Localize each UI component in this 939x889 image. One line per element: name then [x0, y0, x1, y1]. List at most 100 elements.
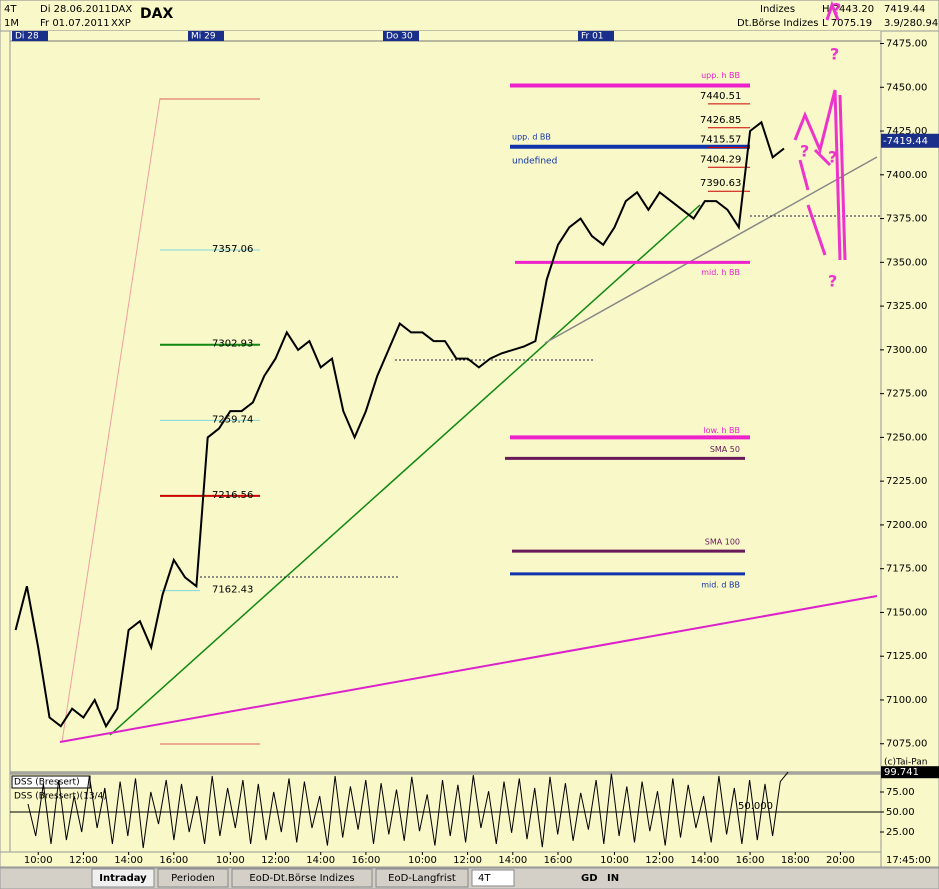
level-label: 7162.43: [212, 585, 253, 596]
sketch: [793, 89, 847, 261]
y-tick-label: 7075.00: [886, 739, 927, 750]
x-tick-label: 10:00: [24, 855, 53, 866]
title: DAX: [140, 6, 173, 22]
y-tick-label: 7375.00: [886, 214, 927, 225]
y-tick-label: 7175.00: [886, 564, 927, 575]
tab-label[interactable]: Intraday: [99, 873, 147, 884]
trend-line: [59, 595, 878, 743]
time-bar: [0, 851, 882, 868]
tab[interactable]: [375, 868, 469, 888]
toolbar-in[interactable]: IN: [607, 873, 619, 884]
last-price: 7419.44: [884, 4, 925, 15]
legend: DSS (Bressert): [14, 778, 80, 788]
level-label: SMA 50: [710, 445, 740, 454]
x-tick-label: 14:00: [690, 855, 719, 866]
x-tick-label: 10:00: [408, 855, 437, 866]
day-marker: Di 28: [15, 32, 39, 42]
sketch-mark: ?: [832, 0, 841, 19]
group: Indizes: [760, 4, 795, 15]
level-label: 7302.93: [212, 339, 253, 350]
y-tick-label: 7350.00: [886, 257, 927, 268]
level-label: low. h BB: [703, 426, 740, 435]
y-tick-label: 7400.00: [886, 170, 927, 181]
level-label: SMA 100: [705, 538, 740, 547]
day-marker-box: [578, 31, 614, 41]
y-tick-label: 7325.00: [886, 301, 927, 312]
x-tick-label: 18:00: [781, 855, 810, 866]
x-tick-label: 16:00: [351, 855, 380, 866]
x-tick-label: 14:00: [498, 855, 527, 866]
level-label: 7440.51: [700, 91, 741, 102]
toolbar-select[interactable]: [471, 869, 515, 887]
day-bar: [0, 31, 881, 41]
source: Dt.Börse Indizes: [737, 18, 818, 29]
cursor-time: 17:45:00: [886, 855, 931, 866]
toolbar-gd[interactable]: GD: [581, 873, 598, 884]
tab[interactable]: [157, 868, 229, 888]
level-label: 7216.56: [212, 490, 253, 501]
low: L 7075.19: [822, 18, 872, 29]
x-tick-label: 12:00: [453, 855, 482, 866]
y-tick-label: 75.00: [886, 787, 915, 798]
y-tick-label: 7125.00: [886, 651, 927, 662]
x-tick-label: 14:00: [114, 855, 143, 866]
tab-label[interactable]: EoD-Dt.Börse Indizes: [249, 873, 354, 884]
fib-line: [61, 97, 161, 743]
x-tick-label: 16:00: [159, 855, 188, 866]
symbol: DAX: [111, 4, 132, 15]
left-strip: [0, 30, 11, 868]
sketch-arrow: [825, 0, 840, 21]
trend-line: [109, 204, 701, 736]
x-tick-label: 16:00: [736, 855, 765, 866]
level-label: upp. d BB: [512, 132, 551, 141]
y-tick-label: 7450.00: [886, 82, 927, 93]
day-marker: Fr 01: [581, 32, 604, 42]
y-tick-label: 7150.00: [886, 607, 927, 618]
sketch-mark: ?: [828, 148, 837, 167]
start-date: Di 28.06.2011: [40, 4, 111, 15]
sketch-mark: ?: [828, 272, 837, 291]
x-tick-label: 10:00: [216, 855, 245, 866]
level-label: 7357.06: [212, 244, 253, 255]
tab-label[interactable]: Perioden: [171, 873, 215, 884]
price-panel: [9, 40, 882, 773]
x-tick-label: 14:00: [306, 855, 335, 866]
credit: (c)Tai-Pan: [884, 758, 927, 768]
y-tick-label: 50.00: [886, 807, 915, 818]
y-tick-label: 7250.00: [886, 432, 927, 443]
day-marker-box: [383, 31, 419, 41]
level-label: 7415.57: [700, 135, 741, 146]
tab-label[interactable]: EoD-Langfrist: [388, 873, 456, 884]
dss-panel: [9, 773, 882, 853]
tab[interactable]: [231, 868, 373, 888]
y-tick-label: 7275.00: [886, 389, 927, 400]
current-price: -7419.44: [883, 136, 928, 147]
y-tick-label: 25.00: [886, 827, 915, 838]
y-tick-label: 7425.00: [886, 126, 927, 137]
tab[interactable]: [91, 868, 155, 888]
end-date: Fr 01.07.2011: [40, 18, 110, 29]
price-line: [14, 120, 785, 729]
x-tick-label: 12:00: [261, 855, 290, 866]
high: H 7443.20: [822, 4, 874, 15]
x-tick-label: 10:00: [600, 855, 629, 866]
range: 1M: [4, 18, 19, 29]
sketch-mark: ?: [830, 45, 839, 64]
level-label: upp. h BB: [701, 71, 740, 80]
y-tick-label: 7475.00: [886, 39, 927, 50]
reference-label: 50.000: [738, 801, 773, 812]
day-marker: Do 30: [386, 32, 413, 42]
last-value: 99.741: [884, 767, 919, 778]
level-label: 7390.63: [700, 178, 741, 189]
day-marker-box: [12, 31, 48, 41]
day-marker: Mi 29: [191, 32, 216, 42]
toolbar-period[interactable]: 4T: [478, 873, 491, 884]
sketch-mark: ?: [800, 142, 809, 161]
level-label: 7259.74: [212, 414, 253, 425]
level-label: mid. d BB: [701, 580, 740, 589]
y-tick-label: 7200.00: [886, 520, 927, 531]
day-marker-box: [188, 31, 224, 41]
level-label: 7404.29: [700, 154, 741, 165]
